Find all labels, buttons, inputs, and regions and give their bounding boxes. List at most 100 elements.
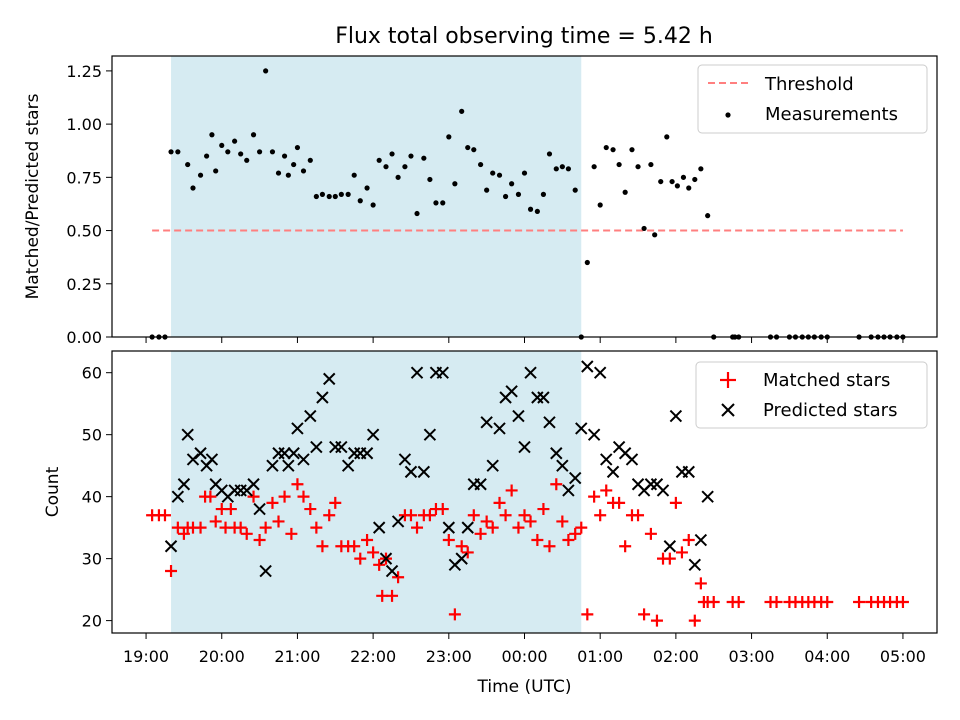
predicted-star-marker xyxy=(461,521,474,534)
predicted-star-marker xyxy=(694,533,708,547)
measurement-point xyxy=(408,153,414,159)
predicted-star-marker xyxy=(550,447,563,460)
predicted-star-marker xyxy=(205,453,219,466)
matched-star-marker xyxy=(204,490,217,503)
measurement-point xyxy=(698,166,704,172)
measurement-point xyxy=(427,176,433,183)
legend-matched-label: Matched stars xyxy=(763,370,890,391)
measurement-point xyxy=(603,144,609,151)
top-panel: 0.00 0.25 0.50 0.75 1.00 1.25 Matched/Predict… xyxy=(23,55,938,347)
measurement-point xyxy=(168,149,174,155)
measurement-point xyxy=(465,144,471,151)
matched-stars-markers xyxy=(146,478,909,627)
matched-star-marker xyxy=(259,521,272,534)
measurement-point xyxy=(351,172,357,178)
measurement-point xyxy=(597,202,603,208)
measurement-point xyxy=(326,193,332,200)
matched-star-marker xyxy=(474,527,487,540)
matched-star-marker xyxy=(329,496,342,509)
measurement-point xyxy=(232,138,238,144)
observing-span-shading xyxy=(171,56,582,337)
x-tick-label: 04:00 xyxy=(804,647,850,666)
predicted-star-marker xyxy=(391,515,405,528)
measurement-point xyxy=(527,206,534,212)
matched-star-marker xyxy=(165,565,178,578)
predicted-star-marker xyxy=(304,409,317,423)
predicted-star-marker xyxy=(606,465,620,479)
x-tick-label: 02:00 xyxy=(653,647,699,666)
y-tick-label: 0.50 xyxy=(66,222,102,241)
measurement-point xyxy=(692,176,698,183)
measurement-point xyxy=(345,191,351,197)
measurement-point xyxy=(664,134,670,140)
matched-star-marker xyxy=(224,503,237,516)
measurement-point xyxy=(572,187,578,193)
predicted-star-marker xyxy=(486,459,499,472)
bottom-y-axis: 20 30 40 50 60 xyxy=(82,364,112,631)
predicted-star-marker xyxy=(543,416,556,429)
predicted-star-marker xyxy=(323,372,336,386)
measurement-point xyxy=(256,149,263,155)
x-tick-label: 20:00 xyxy=(199,647,245,666)
matched-star-marker xyxy=(436,503,449,516)
matched-star-marker xyxy=(486,521,499,534)
measurement-point xyxy=(376,157,382,163)
predicted-star-marker xyxy=(253,502,266,516)
predicted-star-marker xyxy=(194,447,207,460)
measurement-point xyxy=(383,164,389,170)
matched-star-marker xyxy=(770,596,783,609)
bottom-y-axis-label: Count xyxy=(43,466,63,517)
measurement-point xyxy=(515,191,522,197)
measurement-point xyxy=(370,202,376,208)
top-legend: Threshold Measurements xyxy=(697,64,928,134)
measurement-points xyxy=(149,68,906,340)
matched-star-marker xyxy=(632,509,645,522)
measurement-point xyxy=(502,193,509,200)
x-tick-label: 05:00 xyxy=(880,647,926,666)
legend-matched-swatch xyxy=(720,372,736,388)
matched-star-marker xyxy=(348,540,361,553)
matched-star-marker xyxy=(461,546,474,559)
measurement-point xyxy=(209,132,215,138)
matched-star-marker xyxy=(278,490,291,503)
predicted-star-marker xyxy=(341,459,355,472)
bottom-legend-box xyxy=(695,361,928,429)
measurement-point xyxy=(440,200,446,206)
predicted-star-marker xyxy=(518,440,531,454)
predicted-star-marker xyxy=(291,422,304,435)
measurement-point xyxy=(610,147,616,153)
matched-star-marker xyxy=(650,614,663,627)
matched-star-marker xyxy=(644,527,657,540)
matched-star-marker xyxy=(562,534,575,547)
measurement-point xyxy=(616,161,622,168)
measurement-point xyxy=(509,181,515,187)
predicted-star-marker xyxy=(417,465,431,479)
matched-star-marker xyxy=(411,521,424,534)
predicted-star-marker xyxy=(600,453,613,466)
measurement-point xyxy=(250,132,257,138)
predicted-star-marker xyxy=(404,465,418,479)
measurement-point xyxy=(641,225,647,232)
matched-star-marker xyxy=(638,608,651,621)
measurement-point xyxy=(471,147,477,153)
matched-star-marker xyxy=(575,521,588,534)
predicted-star-marker xyxy=(287,447,300,460)
matched-star-marker xyxy=(537,503,550,516)
measurement-point xyxy=(175,149,181,155)
measurement-point xyxy=(553,166,559,172)
measurement-point xyxy=(357,198,363,204)
predicted-star-marker xyxy=(423,428,437,441)
predicted-star-marker xyxy=(656,484,670,497)
measurement-point xyxy=(238,151,244,157)
predicted-star-marker xyxy=(587,428,601,441)
matched-star-marker xyxy=(310,521,323,534)
legend-predicted-swatch xyxy=(721,403,735,417)
predicted-star-marker xyxy=(372,521,386,534)
bottom-panel: 20 30 40 50 60 19:00 20:00 21:00 22:00 23:00 00:0… xyxy=(43,350,938,697)
predicted-star-marker xyxy=(663,540,677,553)
matched-star-marker xyxy=(550,478,563,491)
predicted-star-marker xyxy=(575,422,588,435)
measurement-point xyxy=(244,157,250,163)
measurement-point xyxy=(433,200,439,206)
matched-star-marker xyxy=(600,484,613,497)
